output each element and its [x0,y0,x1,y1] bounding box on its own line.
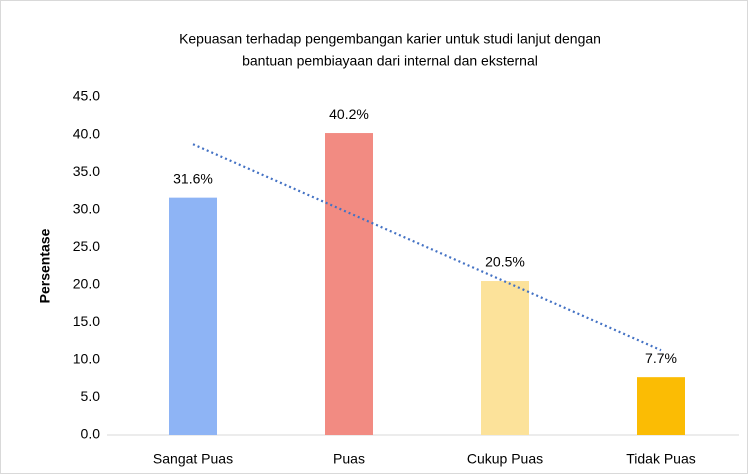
y-tick-label: 25.0 [73,238,100,254]
value-label: 31.6% [173,170,213,186]
y-tick-label: 35.0 [73,163,100,179]
y-tick-label: 15.0 [73,313,100,329]
y-axis-label: Persentase [37,228,53,303]
x-tick-label: Puas [333,451,365,467]
trendline [192,143,662,352]
bar [169,197,217,435]
chart-title: bantuan pembiayaan dari internal dan eks… [242,53,538,69]
x-tick-label: Sangat Puas [153,451,233,467]
y-tick-label: 40.0 [73,125,100,141]
y-tick-label: 20.0 [73,275,100,291]
bar [325,133,373,435]
y-tick-label: 45.0 [73,88,100,104]
bar [637,377,685,435]
x-tick-label: Tidak Puas [626,451,696,467]
bar [481,281,529,435]
y-tick-label: 10.0 [73,351,100,367]
x-tick-label: Cukup Puas [467,451,543,467]
y-tick-label: 0.0 [81,426,101,442]
chart-title: Kepuasan terhadap pengembangan karier un… [179,31,601,47]
y-tick-label: 30.0 [73,200,100,216]
value-label: 7.7% [645,350,677,366]
y-tick-label: 5.0 [81,388,101,404]
value-label: 20.5% [485,254,525,270]
value-label: 40.2% [329,106,369,122]
